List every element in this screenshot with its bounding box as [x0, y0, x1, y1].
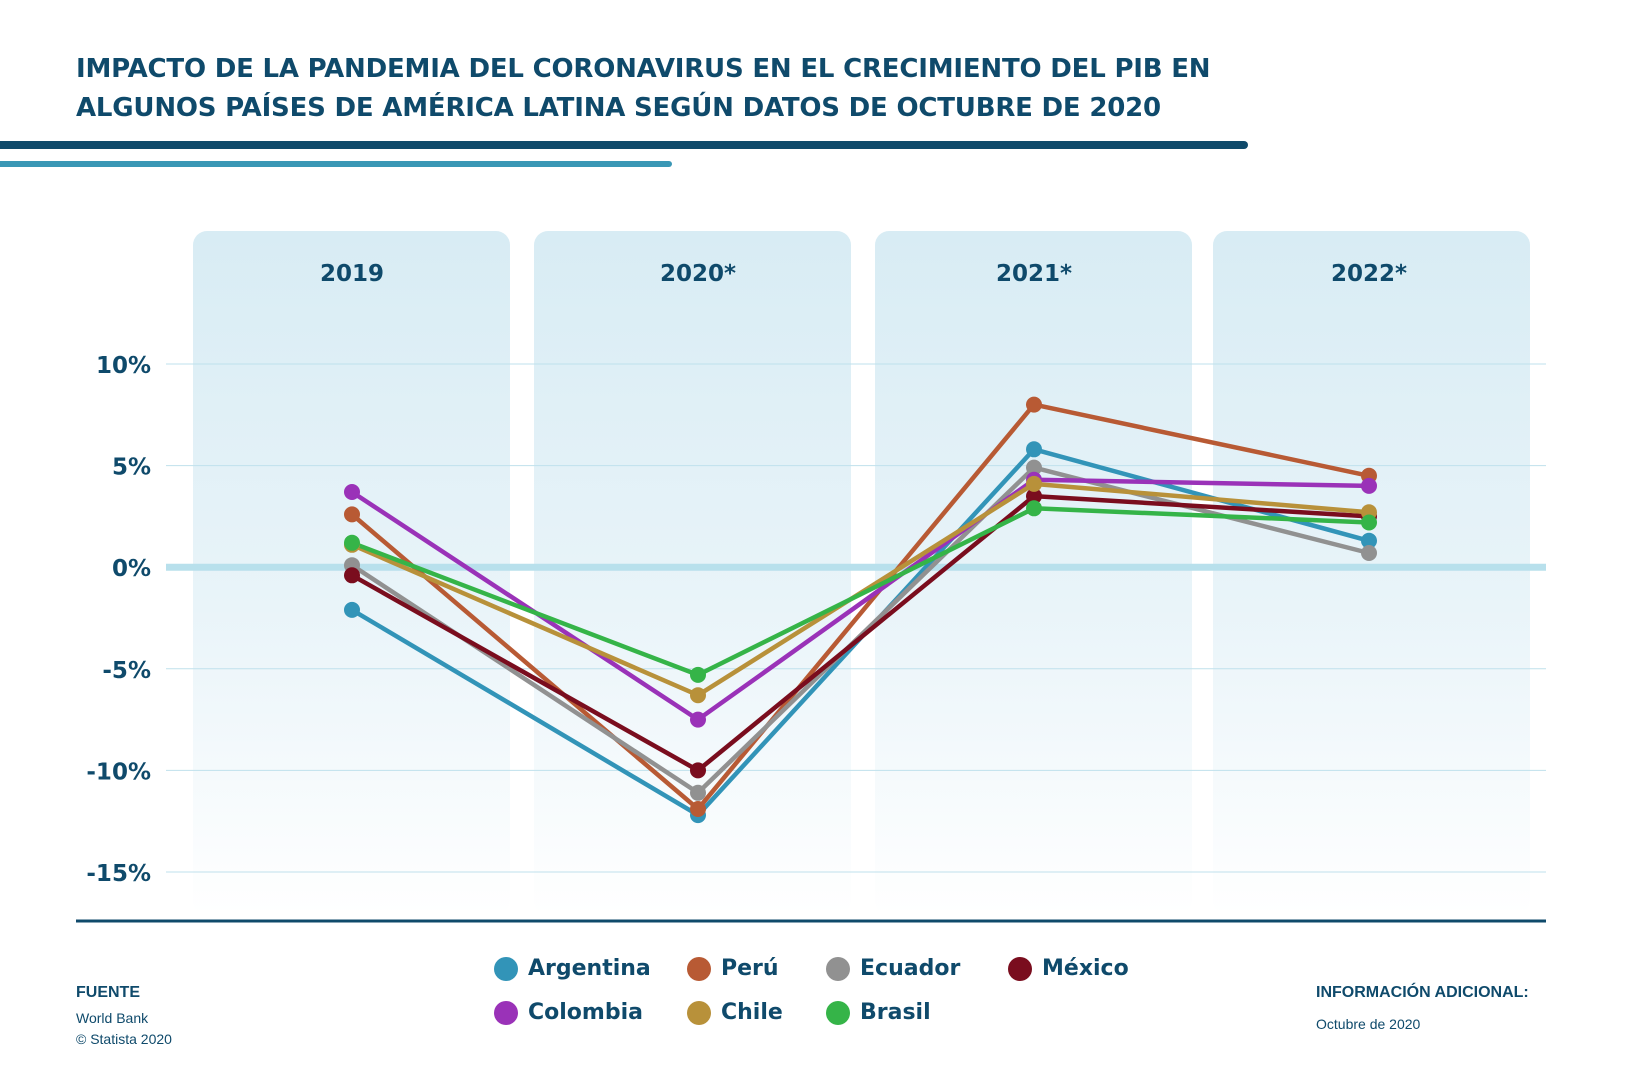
data-point-chile [690, 687, 706, 704]
legend-marker-mexico [1008, 956, 1032, 981]
additional-info-text: Octubre de 2020 [1316, 1016, 1421, 1032]
data-point-brasil [344, 534, 360, 551]
data-point-argentina [344, 601, 360, 618]
data-point-colombia [690, 711, 706, 728]
series-line-brasil [349, 506, 1372, 678]
legend-marker-ecuador [826, 956, 850, 981]
legend-marker-colombia [494, 1000, 518, 1025]
source-label: FUENTE [76, 984, 140, 1001]
data-point-chile [1026, 475, 1042, 492]
data-point-argentina [1361, 532, 1377, 549]
data-point-mexico [1026, 488, 1042, 505]
x-category-label: 2022* [1331, 261, 1407, 287]
x-category-label: 2021* [996, 261, 1072, 287]
legend-marker-brasil [826, 1000, 850, 1025]
series-line-mexico [349, 493, 1372, 773]
data-point-peru [1026, 396, 1042, 413]
additional-info-label: INFORMACIÓN ADICIONAL: [1316, 984, 1529, 1001]
source-line-2: © Statista 2020 [76, 1031, 172, 1047]
data-point-ecuador [1026, 459, 1042, 476]
series-line-peru [349, 402, 1372, 812]
data-point-colombia [1361, 477, 1377, 494]
data-point-ecuador [690, 784, 706, 801]
data-point-peru [690, 801, 706, 817]
legend-label-brasil: Brasil [860, 1000, 931, 1025]
y-tick-label: -10% [86, 759, 151, 785]
legend-item-brasil[interactable]: Brasil [826, 1000, 931, 1025]
y-tick-label: 0% [112, 556, 151, 582]
legend-item-mexico[interactable]: México [1008, 956, 1129, 981]
data-point-mexico [690, 762, 706, 779]
legend-item-argentina[interactable]: Argentina [494, 956, 651, 981]
data-point-brasil [690, 666, 706, 683]
legend-label-colombia: Colombia [528, 1000, 643, 1025]
y-tick-label: -5% [102, 658, 151, 684]
legend-item-peru[interactable]: Perú [687, 956, 779, 981]
y-tick-label: 5% [112, 455, 151, 481]
legend-label-chile: Chile [721, 1000, 783, 1025]
data-point-colombia [344, 484, 360, 500]
title-rule-dark [0, 141, 1248, 149]
series-line-ecuador [349, 465, 1372, 796]
legend-marker-argentina [494, 956, 518, 981]
data-point-ecuador [1361, 545, 1377, 561]
series-line-colombia [349, 477, 1372, 722]
legend-label-ecuador: Ecuador [860, 956, 961, 981]
data-point-brasil [1361, 514, 1377, 531]
category-column-1 [534, 231, 851, 915]
legend-marker-chile [687, 1000, 711, 1025]
y-tick-label: 10% [96, 353, 151, 379]
legend-label-mexico: México [1042, 956, 1129, 981]
x-category-label: 2020* [660, 261, 736, 287]
legend-marker-peru [687, 956, 711, 981]
line-chart: 10% 5% 0% -5% -10% -15% 2019 2020* 2021* 2022* [76, 231, 1546, 923]
legend-label-argentina: Argentina [528, 956, 651, 981]
data-point-brasil [1026, 500, 1042, 517]
title-rule-light [0, 161, 672, 167]
category-column-2 [875, 231, 1192, 915]
legend-label-peru: Perú [721, 956, 779, 981]
title-line-2: ALGUNOS PAÍSES DE AMÉRICA LATINA SEGÚN D… [76, 93, 1161, 123]
data-point-argentina [1026, 441, 1042, 458]
legend-item-ecuador[interactable]: Ecuador [826, 956, 960, 981]
legend-item-chile[interactable]: Chile [687, 1000, 783, 1025]
source-line-1[interactable]: World Bank [76, 1010, 149, 1026]
legend-item-colombia[interactable]: Colombia [494, 1000, 643, 1025]
y-tick-label: -15% [86, 861, 151, 887]
title-line-1: IMPACTO DE LA PANDEMIA DEL CORONAVIRUS E… [76, 54, 1211, 84]
category-column-3 [1213, 231, 1530, 915]
additional-info-block: INFORMACIÓN ADICIONAL: Octubre de 2020 [1316, 984, 1529, 1032]
x-category-label: 2019 [320, 261, 384, 287]
source-block: FUENTE World Bank © Statista 2020 [76, 984, 172, 1050]
data-point-peru [344, 506, 360, 523]
chart-title: IMPACTO DE LA PANDEMIA DEL CORONAVIRUS E… [76, 50, 1276, 128]
data-point-mexico [344, 567, 360, 584]
